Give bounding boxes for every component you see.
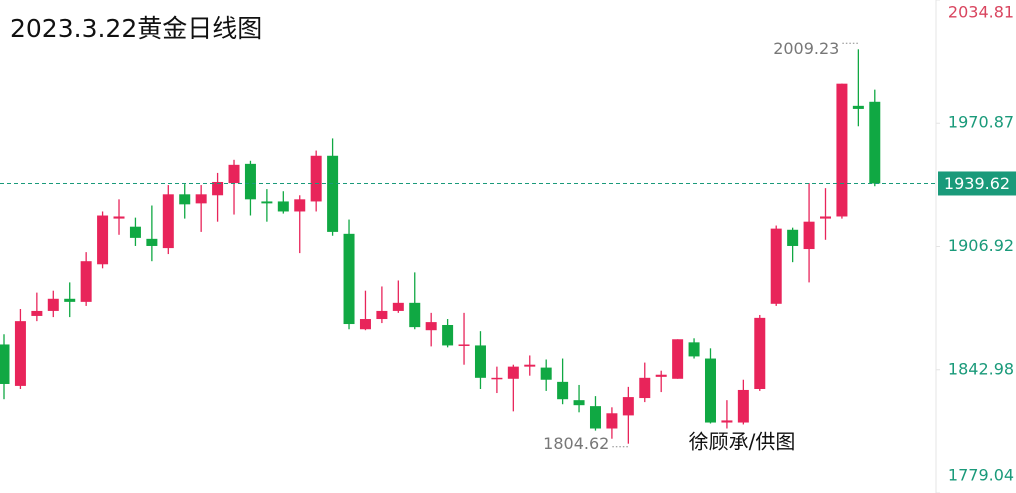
candle-body: [343, 233, 355, 325]
candle-body: [639, 377, 651, 399]
candle-body: [754, 317, 766, 389]
candle-body: [803, 221, 815, 250]
candle-body: [704, 358, 716, 423]
candle-body: [836, 83, 848, 217]
candle-body: [442, 324, 454, 346]
candle-body: [688, 342, 700, 357]
candle-body: [737, 389, 749, 423]
candle-body: [376, 310, 388, 320]
candle-body: [787, 229, 799, 246]
y-tick-label: 1906.92: [948, 236, 1014, 255]
candle-body: [721, 420, 733, 423]
candle-body: [310, 155, 322, 202]
candle-body: [655, 374, 667, 377]
candle-body: [146, 238, 158, 246]
y-tick-label: 2034.81: [948, 3, 1014, 22]
price-tag: [938, 171, 1016, 196]
candle-body: [491, 377, 503, 380]
y-tick-label: 1970.87: [948, 113, 1014, 132]
candle-body: [228, 164, 240, 184]
candle-body: [327, 155, 339, 232]
candle-body: [129, 226, 141, 238]
candle-body: [261, 201, 273, 204]
y-tick-label: 1779.04: [948, 466, 1014, 485]
y-tick-label: 1842.98: [948, 359, 1014, 378]
candle-body: [195, 194, 207, 204]
candle-body: [179, 194, 191, 205]
candle-body: [294, 199, 306, 212]
candle-body: [852, 105, 864, 109]
candle-body: [97, 215, 109, 265]
candle-body: [770, 228, 782, 304]
candle-body: [869, 101, 881, 184]
candle-body: [474, 345, 486, 378]
candle-body: [359, 319, 371, 330]
candle-body: [392, 302, 404, 311]
candle-body: [524, 364, 536, 367]
chart-title: 2023.3.22黄金日线图: [10, 14, 262, 43]
candle-body: [64, 298, 76, 302]
candle-body: [540, 367, 552, 380]
candle-body: [589, 406, 601, 429]
candle-body: [277, 201, 289, 212]
candle-body: [507, 366, 519, 379]
candle-body: [113, 216, 125, 219]
candle-body: [606, 413, 618, 429]
candle-body: [557, 381, 569, 400]
candle-body: [409, 302, 421, 328]
candle-body: [425, 322, 437, 331]
candle-body: [0, 344, 10, 384]
candle-body: [458, 344, 470, 346]
candle-body: [573, 400, 585, 406]
max-label: 2009.23: [773, 39, 839, 58]
candle-body: [244, 163, 256, 200]
min-label: 1804.62: [543, 434, 609, 453]
candle-body: [47, 298, 59, 311]
candle-body: [31, 310, 43, 316]
credit: 徐顾承/供图: [689, 430, 796, 454]
candle-body: [212, 181, 224, 196]
candle-body: [622, 397, 634, 416]
candle-body: [672, 339, 684, 379]
price-tag-label: 1939.62: [944, 174, 1010, 193]
candle-body: [80, 261, 92, 302]
candle-body: [820, 216, 831, 219]
candle-body: [14, 321, 26, 386]
candle-body: [162, 194, 174, 249]
